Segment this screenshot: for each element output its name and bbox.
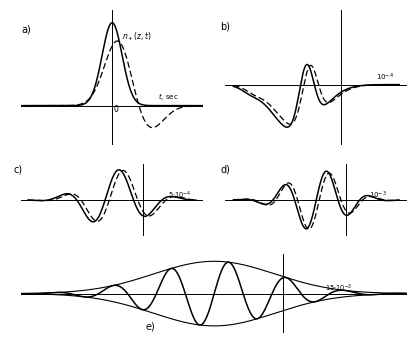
Text: $n_+(z,t)$: $n_+(z,t)$ [122, 30, 152, 43]
Text: $10^{-4}$: $10^{-4}$ [376, 72, 394, 83]
Text: e): e) [145, 321, 155, 331]
Text: b): b) [220, 21, 230, 31]
Text: $5{\cdot}10^{-4}$: $5{\cdot}10^{-4}$ [168, 189, 192, 201]
Text: $t$, sec: $t$, sec [158, 91, 178, 102]
Text: $15{\cdot}10^{-3}$: $15{\cdot}10^{-3}$ [325, 282, 352, 294]
Text: a): a) [21, 25, 31, 35]
Text: d): d) [220, 164, 230, 174]
Text: $10^{-3}$: $10^{-3}$ [369, 189, 387, 201]
Text: 0: 0 [113, 105, 118, 114]
Text: c): c) [14, 164, 23, 174]
